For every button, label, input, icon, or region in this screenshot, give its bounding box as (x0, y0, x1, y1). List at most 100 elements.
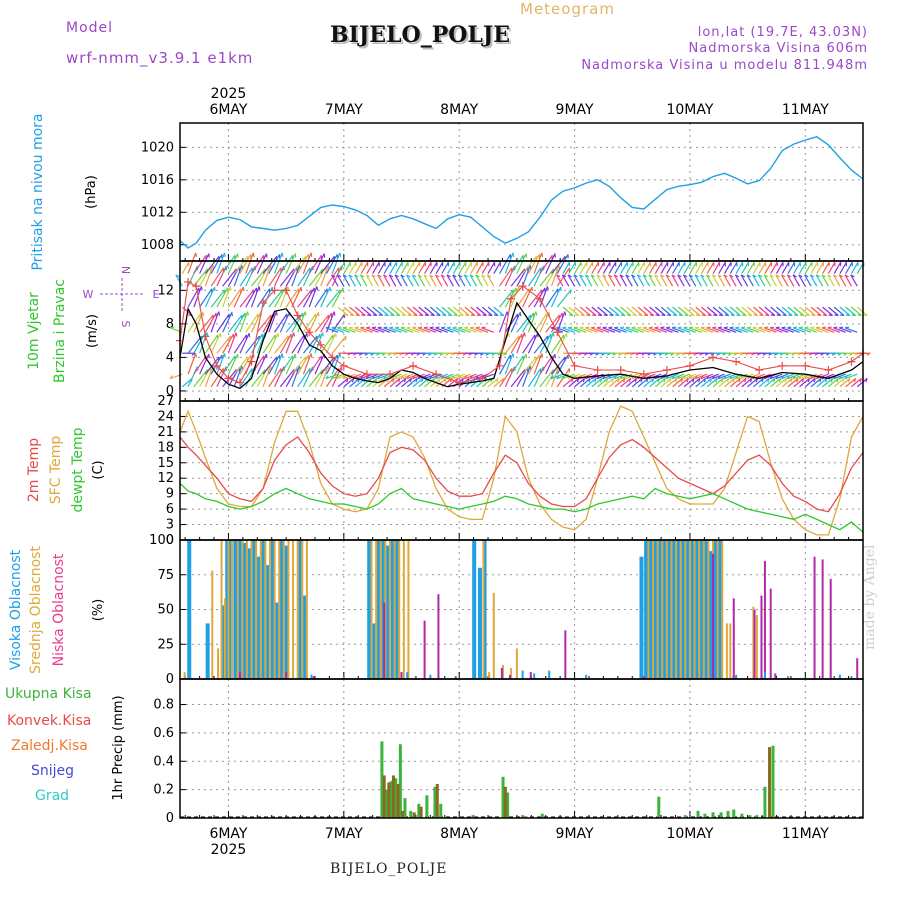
wind-barb (216, 265, 227, 287)
wind-barb (608, 261, 617, 274)
wind-barb-head (571, 378, 574, 383)
wind-barb-head (619, 274, 624, 278)
wind-barb (677, 373, 691, 380)
wind-barb (545, 353, 556, 375)
wind-barb (366, 261, 374, 274)
mid-cloud-bar (488, 672, 491, 679)
wind-barb (262, 255, 278, 274)
compass-w: W (83, 288, 94, 301)
wind-barb (377, 261, 386, 274)
wind-barb-head (813, 378, 816, 383)
wind-barb-head (413, 314, 418, 317)
wind-barb (810, 261, 819, 274)
wind-barb (464, 261, 472, 274)
wind-barb (227, 253, 239, 274)
wind-barb (717, 327, 731, 333)
wind-barb (400, 373, 414, 380)
low-cloud-bar (760, 595, 763, 679)
mid-cloud-bar (268, 540, 271, 679)
top-day-label: 6MAY (209, 102, 247, 118)
wind-barb (775, 274, 783, 287)
low-cloud-bar (437, 594, 440, 679)
temp-ylabel-dewpt: dewpt Temp (70, 427, 86, 512)
wind-barb (677, 327, 691, 333)
y-tick-label: 18 (157, 440, 174, 455)
wind-barb-head (354, 274, 359, 278)
high-cloud-bar (251, 540, 256, 679)
gust-marker (328, 353, 337, 362)
wind-barb (365, 274, 374, 287)
wind-barb-head (721, 378, 724, 383)
wind-barb (706, 274, 714, 287)
wind-barb-head (781, 375, 785, 380)
wind-barb (504, 313, 519, 333)
wind-barb (567, 327, 581, 333)
wind-barb (187, 366, 198, 387)
wind-barb-head (415, 378, 418, 383)
total-precip-bar (683, 815, 687, 818)
wind-barb (631, 373, 644, 380)
top-day-label: 11MAY (782, 102, 829, 118)
wind-barb-head (523, 332, 526, 337)
wind-barb (210, 254, 223, 274)
high-cloud-bar (717, 540, 722, 679)
mid-cloud-bar (227, 540, 230, 679)
wind-barb-head (469, 274, 474, 278)
wind-barb-head (648, 274, 653, 278)
precip-panel: 0 0.2 0.4 0.6 0.8 (153, 679, 863, 826)
wind-barb-head (619, 375, 624, 380)
high-cloud-bar (704, 540, 709, 679)
wind-barb (487, 306, 499, 316)
wind-barb-head (602, 274, 607, 278)
wind-barb (740, 274, 749, 287)
wind-barb-head (556, 375, 560, 380)
wind-barb (493, 377, 505, 388)
wind-barb (781, 274, 789, 287)
temp-ylabel-sfc: SFC Temp (48, 436, 64, 505)
wind-barb (758, 261, 767, 274)
wind-barb (666, 261, 674, 274)
top-year-label: 2025 (211, 86, 247, 102)
gust-marker (362, 370, 371, 379)
wind-barb (631, 377, 643, 388)
wind-barb (326, 289, 341, 308)
wind-barb-head (569, 289, 572, 294)
model-elevation-label: Nadmorska Visina u modelu 811.948m (581, 58, 868, 73)
wind-barb (839, 306, 851, 316)
wind-barb (643, 306, 655, 316)
wind-barb-head (724, 314, 729, 317)
wind-barb-head (435, 274, 440, 278)
wind-barb (695, 377, 707, 388)
wind-barb (677, 261, 686, 274)
wind-barb (792, 274, 801, 287)
wind-barb (279, 369, 295, 388)
wind-barb (204, 334, 219, 354)
wind-barb (689, 306, 701, 316)
wind-barb (308, 254, 322, 274)
wind-barb (776, 306, 787, 316)
wind-barb (723, 274, 731, 287)
wind-barb-head (365, 274, 370, 278)
wind-barb-head (845, 314, 850, 317)
wind-barb-head (441, 326, 446, 329)
wind-barb (423, 373, 437, 380)
mid-cloud-bar (273, 540, 276, 679)
mid-cloud-bar (236, 540, 239, 679)
haze-bar (429, 674, 432, 679)
high-cloud-bar (270, 540, 275, 679)
wind-barb-head (377, 326, 382, 329)
wind-barb-head (717, 326, 723, 329)
wind-barb (395, 306, 407, 316)
wind-barb-head (614, 326, 619, 329)
wind-barb-head (787, 274, 792, 278)
wind-barb (752, 274, 760, 287)
wind-barb-head (844, 274, 849, 278)
wind-barb-head (421, 378, 424, 383)
wind-barb-head (550, 375, 554, 380)
wind-barb-head (671, 326, 677, 329)
wind-barb-head (596, 326, 602, 329)
wind-barb-head (458, 375, 462, 380)
total-precip-bar (417, 803, 421, 818)
wind-barb-head (304, 311, 307, 316)
wind-barb-head (775, 326, 780, 329)
